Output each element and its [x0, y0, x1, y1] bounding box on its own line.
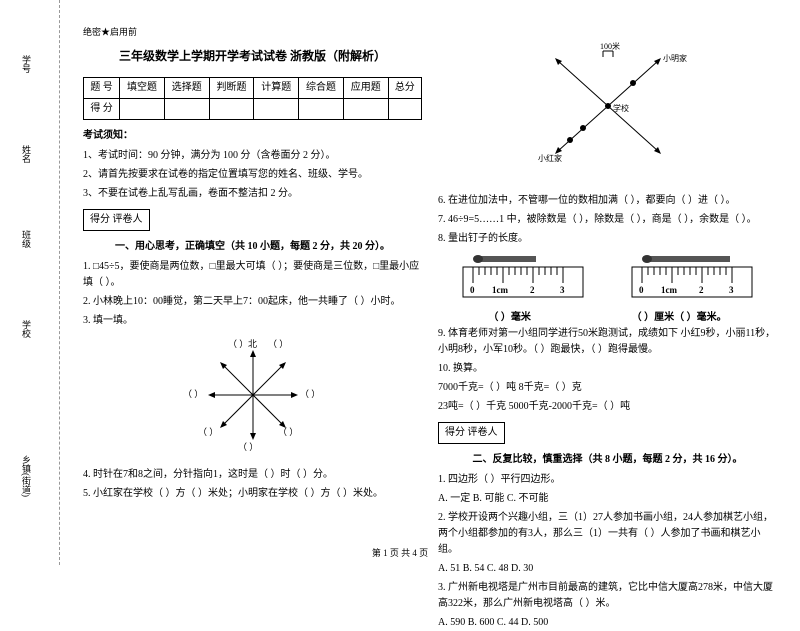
mc2-opts: A. 51 B. 54 C. 48 D. 30 [438, 561, 777, 577]
q10: 10. 换算。 [438, 361, 777, 377]
gutter-label: 学号 [20, 55, 33, 73]
mc3: 3. 广州新电视塔是广州市目前最高的建筑，它比中信大厦高278米，中信大厦高32… [438, 580, 777, 612]
direction-figure: 100米 小明家 学校 小红家 [438, 31, 777, 187]
th: 选择题 [164, 77, 209, 98]
gutter-label: 学校 [20, 320, 33, 338]
scorer-box-2: 得分 评卷人 [438, 422, 505, 444]
mc3-opts: A. 590 B. 600 C. 44 D. 500 [438, 615, 777, 631]
svg-text:（ ）: （ ） [228, 339, 248, 349]
svg-text:（ ）: （ ） [198, 427, 218, 437]
notice: 2、请首先按要求在试卷的指定位置填写您的姓名、班级、学号。 [83, 167, 422, 183]
compass-figure: （ ） 北 （ ） （ ） （ ） （ ） （ ） （ ） [83, 335, 422, 461]
svg-text:0: 0 [470, 285, 475, 295]
th: 综合题 [299, 77, 344, 98]
section2-title: 二、反复比较，慎重选择（共 8 小题，每题 2 分，共 16 分）。 [438, 452, 777, 468]
ruler-figures: 0 1cm 2 3 [438, 251, 777, 306]
svg-text:2: 2 [699, 285, 704, 295]
mc1-opts: A. 一定 B. 可能 C. 不可能 [438, 491, 777, 507]
notice-head: 考试须知： [83, 128, 422, 144]
svg-text:3: 3 [729, 285, 734, 295]
svg-text:（ ）: （ ） [183, 389, 203, 399]
th: 应用题 [343, 77, 388, 98]
th: 题 号 [84, 77, 120, 98]
exam-title: 三年级数学上学期开学考试试卷 浙教版（附解析） [83, 47, 422, 66]
svg-text:100米: 100米 [600, 41, 620, 51]
svg-text:（ ）: （ ） [268, 339, 288, 349]
ruler-label-1: （ ）毫米 [488, 310, 531, 326]
svg-text:小明家: 小明家 [663, 53, 687, 63]
notice: 1、考试时间：90 分钟，满分为 100 分（含卷面分 2 分）。 [83, 148, 422, 164]
ruler-label-2: （ ）厘米（ ）毫米。 [632, 310, 727, 326]
q7: 7. 46÷9=5……1 中，被除数是（ ），除数是（ ），商是（ ），余数是（… [438, 212, 777, 228]
gutter-label: 班级 [20, 230, 33, 248]
th: 填空题 [120, 77, 165, 98]
scorer-box: 得分 评卷人 [83, 209, 150, 231]
section1-title: 一、用心思考，正确填空（共 10 小题，每题 2 分，共 20 分）。 [83, 239, 422, 255]
left-column: 绝密★启用前 三年级数学上学期开学考试试卷 浙教版（附解析） 题 号 填空题 选… [75, 25, 430, 555]
binding-gutter: 学号 姓名 班级 学校 乡镇(街道) [0, 0, 60, 565]
svg-text:学校: 学校 [613, 103, 629, 113]
th: 判断题 [209, 77, 254, 98]
q10-line: 7000千克=（ ）吨 8千克=（ ）克 [438, 380, 777, 396]
svg-text:3: 3 [560, 285, 565, 295]
svg-text:小红家: 小红家 [538, 153, 562, 163]
notice: 3、不要在试卷上乱写乱画，卷面不整洁扣 2 分。 [83, 186, 422, 202]
q8: 8. 量出钉子的长度。 [438, 231, 777, 247]
svg-text:（ ）: （ ） [300, 389, 320, 399]
score-table: 题 号 填空题 选择题 判断题 计算题 综合题 应用题 总分 得 分 [83, 77, 422, 120]
gutter-label: 姓名 [20, 145, 33, 163]
q10-line: 23吨=（ ）千克 5000千克-2000千克=（ ）吨 [438, 399, 777, 415]
th: 总分 [388, 77, 421, 98]
page-footer: 第 1 页 共 4 页 [0, 546, 800, 559]
svg-text:（ ）: （ ） [238, 442, 258, 452]
right-column: 100米 小明家 学校 小红家 6. 在进位加法中，不管哪一位的数相加满（ ），… [430, 25, 785, 555]
q4: 4. 时针在7和8之间，分针指向1，这时是（ ）时（ ）分。 [83, 467, 422, 483]
confidential-tag: 绝密★启用前 [83, 25, 422, 39]
ruler-1: 0 1cm 2 3 [458, 251, 588, 306]
q3-intro: 3. 填一填。 [83, 313, 422, 329]
row-label: 得 分 [84, 98, 120, 119]
svg-text:（ ）: （ ） [278, 427, 298, 437]
ruler-2: 0 1cm 2 3 [627, 251, 757, 306]
mc1: 1. 四边形（ ）平行四边形。 [438, 472, 777, 488]
q5: 5. 小红家在学校（ ）方（ ）米处；小明家在学校（ ）方（ ）米处。 [83, 486, 422, 502]
svg-text:1cm: 1cm [492, 285, 508, 295]
q6: 6. 在进位加法中，不管哪一位的数相加满（ ），都要向（ ）进（ ）。 [438, 193, 777, 209]
q9: 9. 体育老师对第一小组同学进行50米跑测试，成绩如下 小红9秒，小丽11秒，小… [438, 326, 777, 358]
svg-text:北: 北 [248, 339, 257, 349]
svg-text:1cm: 1cm [661, 285, 677, 295]
svg-text:0: 0 [639, 285, 644, 295]
th: 计算题 [254, 77, 299, 98]
q2: 2. 小林晚上10：00睡觉，第二天早上7：00起床，他一共睡了（ ）小时。 [83, 294, 422, 310]
q1: 1. □45÷5，要使商是两位数，□里最大可填（ ）；要使商是三位数，□里最小应… [83, 259, 422, 291]
gutter-label: 乡镇(街道) [20, 455, 33, 497]
svg-text:2: 2 [530, 285, 535, 295]
